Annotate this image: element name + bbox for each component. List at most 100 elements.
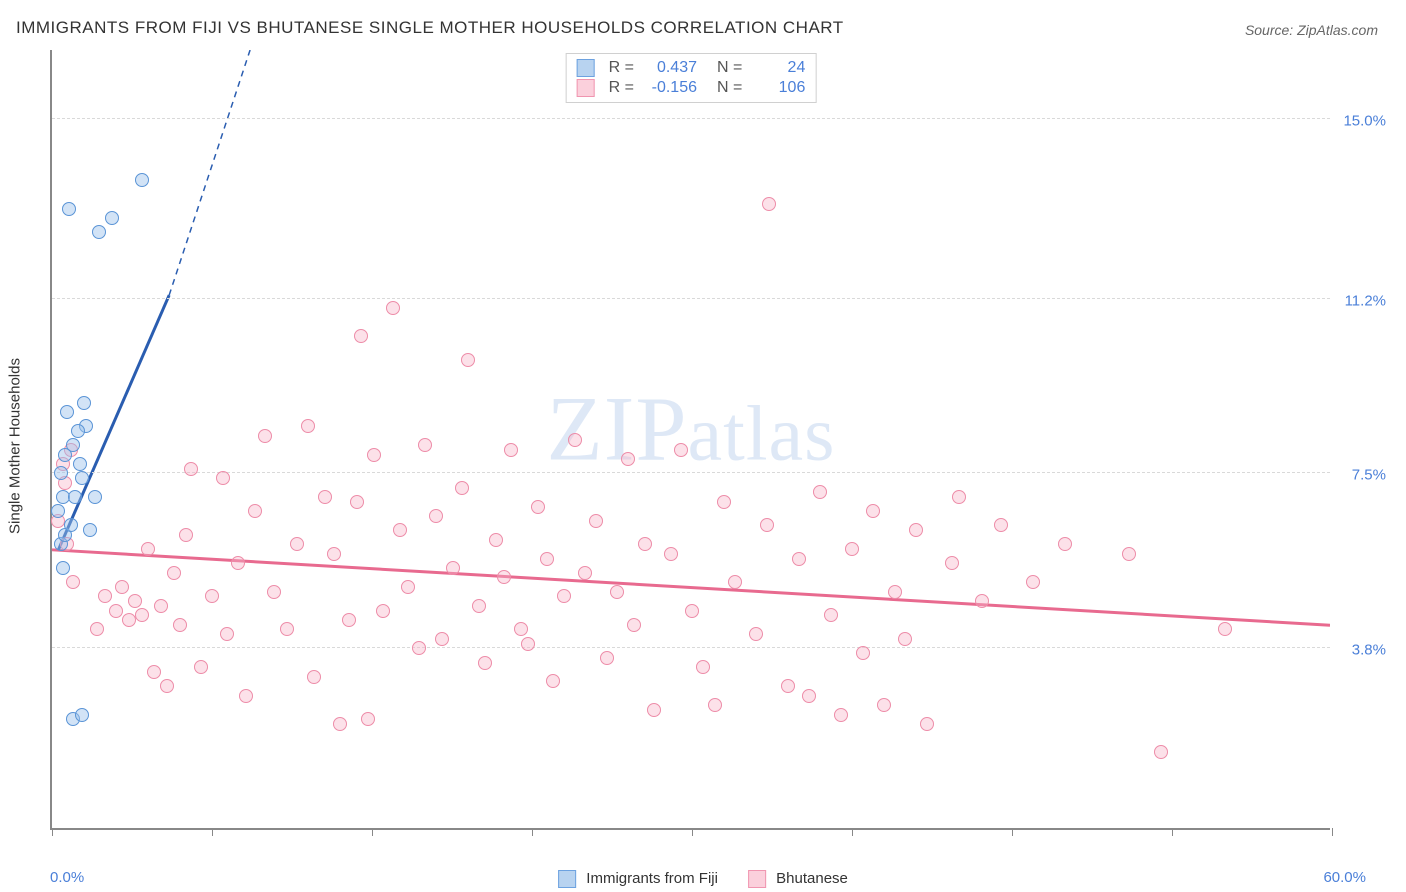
data-point <box>350 495 364 509</box>
data-point <box>647 703 661 717</box>
x-tick <box>212 828 213 836</box>
legend-row-bhutanese: R = -0.156 N = 106 <box>577 78 806 98</box>
data-point <box>664 547 678 561</box>
data-point <box>952 490 966 504</box>
data-point <box>856 646 870 660</box>
r-label: R = <box>609 59 634 77</box>
data-point <box>621 452 635 466</box>
data-point <box>401 580 415 594</box>
data-point <box>1218 622 1232 636</box>
legend-label-bhutanese: Bhutanese <box>776 870 848 887</box>
data-point <box>531 500 545 514</box>
data-point <box>173 618 187 632</box>
data-point <box>627 618 641 632</box>
data-point <box>318 490 332 504</box>
data-point <box>478 656 492 670</box>
data-point <box>160 679 174 693</box>
data-point <box>920 717 934 731</box>
r-value-bhutanese: -0.156 <box>642 79 697 97</box>
data-point <box>66 438 80 452</box>
data-point <box>1154 745 1168 759</box>
data-point <box>220 627 234 641</box>
data-point <box>845 542 859 556</box>
data-point <box>184 462 198 476</box>
data-point <box>802 689 816 703</box>
trend-line <box>58 295 169 550</box>
data-point <box>600 651 614 665</box>
data-point <box>898 632 912 646</box>
gridline <box>52 298 1330 299</box>
data-point <box>60 405 74 419</box>
legend-item-fiji: Immigrants from Fiji <box>558 870 718 888</box>
data-point <box>109 604 123 618</box>
data-point <box>342 613 356 627</box>
data-point <box>62 202 76 216</box>
series-legend: Immigrants from Fiji Bhutanese <box>558 870 848 888</box>
data-point <box>749 627 763 641</box>
scatter-plot-area: ZIPatlas R = 0.437 N = 24 R = -0.156 N =… <box>50 50 1330 830</box>
data-point <box>73 457 87 471</box>
y-axis-label: Single Mother Households <box>7 358 24 534</box>
n-label: N = <box>717 79 742 97</box>
data-point <box>813 485 827 499</box>
legend-row-fiji: R = 0.437 N = 24 <box>577 58 806 78</box>
data-point <box>762 197 776 211</box>
data-point <box>504 443 518 457</box>
data-point <box>141 542 155 556</box>
y-tick-label: 15.0% <box>1343 112 1386 129</box>
x-tick <box>52 828 53 836</box>
data-point <box>64 518 78 532</box>
data-point <box>429 509 443 523</box>
data-point <box>267 585 281 599</box>
data-point <box>135 173 149 187</box>
trend-line <box>169 50 250 295</box>
data-point <box>51 504 65 518</box>
data-point <box>685 604 699 618</box>
data-point <box>290 537 304 551</box>
data-point <box>92 225 106 239</box>
data-point <box>497 570 511 584</box>
data-point <box>521 637 535 651</box>
data-point <box>888 585 902 599</box>
x-tick <box>372 828 373 836</box>
n-value-bhutanese: 106 <box>750 79 805 97</box>
data-point <box>376 604 390 618</box>
data-point <box>258 429 272 443</box>
x-axis-min-label: 0.0% <box>50 869 84 886</box>
n-value-fiji: 24 <box>750 59 805 77</box>
data-point <box>866 504 880 518</box>
data-point <box>546 674 560 688</box>
data-point <box>1026 575 1040 589</box>
data-point <box>824 608 838 622</box>
x-tick <box>532 828 533 836</box>
x-tick <box>1012 828 1013 836</box>
legend-item-bhutanese: Bhutanese <box>748 870 848 888</box>
data-point <box>610 585 624 599</box>
data-point <box>834 708 848 722</box>
x-axis-max-label: 60.0% <box>1323 869 1366 886</box>
data-point <box>909 523 923 537</box>
data-point <box>90 622 104 636</box>
data-point <box>540 552 554 566</box>
data-point <box>367 448 381 462</box>
legend-swatch-bhutanese <box>577 79 595 97</box>
data-point <box>83 523 97 537</box>
data-point <box>135 608 149 622</box>
data-point <box>115 580 129 594</box>
legend-swatch-bhutanese <box>748 870 766 888</box>
gridline <box>52 118 1330 119</box>
data-point <box>877 698 891 712</box>
data-point <box>489 533 503 547</box>
x-tick <box>1172 828 1173 836</box>
data-point <box>446 561 460 575</box>
gridline <box>52 472 1330 473</box>
data-point <box>333 717 347 731</box>
r-label: R = <box>609 79 634 97</box>
data-point <box>674 443 688 457</box>
data-point <box>248 504 262 518</box>
data-point <box>945 556 959 570</box>
watermark-prefix: ZIP <box>547 377 688 479</box>
data-point <box>361 712 375 726</box>
data-point <box>975 594 989 608</box>
data-point <box>216 471 230 485</box>
